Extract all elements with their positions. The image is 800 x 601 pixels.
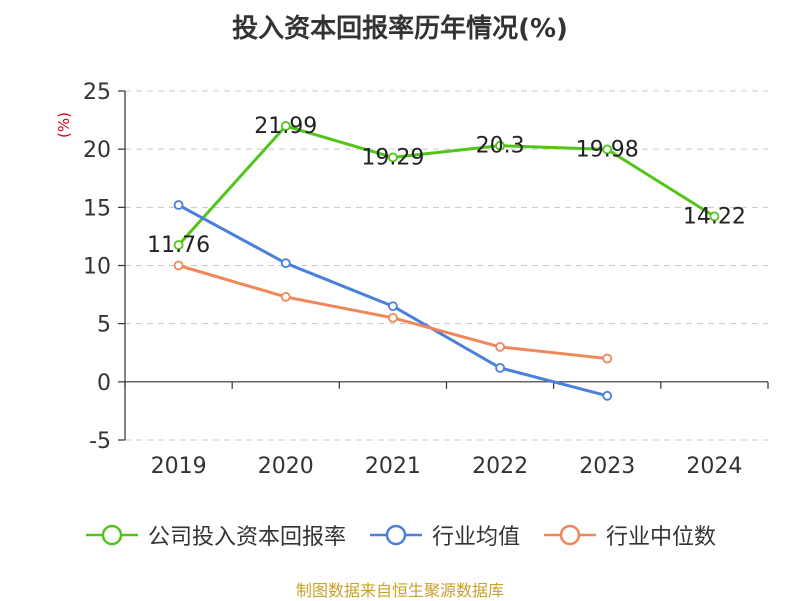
data-point <box>173 240 184 250</box>
x-tick-label: 2023 <box>579 454 635 479</box>
legend-symbol-icon <box>544 524 596 546</box>
legend-symbol-icon <box>369 524 422 546</box>
data-point <box>495 342 505 352</box>
data-label: 21.99 <box>254 114 317 139</box>
x-tick-label: 2020 <box>258 454 314 479</box>
data-point <box>388 312 398 323</box>
series-line-2 <box>178 264 608 361</box>
data-point <box>602 353 613 364</box>
legend-symbol-icon <box>85 524 138 546</box>
data-point <box>602 144 613 155</box>
grid-lines <box>125 90 768 441</box>
data-point <box>173 260 184 271</box>
y-tick-label: 15 <box>83 196 111 221</box>
data-point <box>709 211 720 222</box>
legend-item: 行业均值 <box>368 519 520 551</box>
x-tick-label: 2019 <box>151 454 207 479</box>
data-label: 14.22 <box>683 204 746 229</box>
legend-item: 公司投入资本回报率 <box>84 519 346 551</box>
x-tick-label: 2021 <box>365 454 421 479</box>
series-lines <box>173 121 720 401</box>
data-point <box>602 390 613 401</box>
data-labels: 11.76 21.99 19.29 20.3 19.98 14.22 <box>147 114 746 258</box>
data-point <box>280 258 291 269</box>
data-label: 19.29 <box>361 145 424 170</box>
y-tick-label: 10 <box>83 255 111 280</box>
chart-title: 投入资本回报率历年情况(%) <box>232 14 568 44</box>
data-label: 20.3 <box>476 134 525 159</box>
data-label: 11.76 <box>147 233 210 258</box>
legend: 公司投入资本回报率 行业均值 行业中位数 <box>0 517 800 553</box>
y-tick-label: 5 <box>97 313 111 338</box>
x-tick-label: 2022 <box>472 454 528 479</box>
y-tick-label: 25 <box>83 80 111 105</box>
data-point <box>280 121 291 131</box>
data-label: 19.98 <box>576 137 639 162</box>
legend-label: 行业均值 <box>431 525 520 550</box>
y-tick-label: 20 <box>83 138 111 163</box>
y-tick-label: 0 <box>97 371 111 396</box>
legend-label: 行业中位数 <box>606 525 717 550</box>
data-point <box>280 292 291 302</box>
y-tick-label: -5 <box>89 429 111 454</box>
data-point <box>173 200 184 210</box>
series-line-0 <box>177 124 716 247</box>
legend-item: 行业中位数 <box>542 519 716 551</box>
axes: -5 0 5 10 15 20 25 (%) 2019 2020 2021 2022 2023 2024 <box>55 80 769 479</box>
series-line-1 <box>177 203 608 398</box>
legend-label: 公司投入资本回报率 <box>147 525 346 550</box>
data-point <box>388 152 398 163</box>
source-note: 制图数据来自恒生聚源数据库 <box>295 581 504 600</box>
data-point <box>388 301 398 312</box>
x-tick-label: 2024 <box>686 454 742 479</box>
data-point <box>495 362 505 373</box>
data-point <box>495 140 505 151</box>
y-axis-label: (%) <box>55 112 73 138</box>
